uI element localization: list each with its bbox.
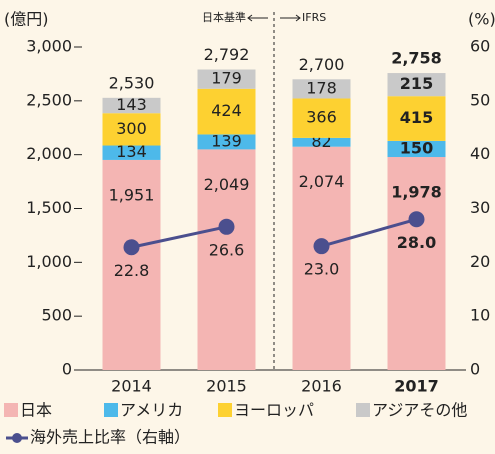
y2-tick-label: 30: [470, 198, 490, 217]
line-point: [218, 218, 235, 235]
y2-tick-label: 50: [470, 90, 490, 109]
bar-segment: [102, 97, 161, 114]
bar-segment: [292, 146, 351, 370]
value-label: 134: [116, 142, 147, 161]
line-value-label: 28.0: [397, 233, 436, 252]
y2-tick-label: 60: [470, 37, 490, 56]
value-label: 2,074: [299, 172, 345, 191]
legend-swatch: [4, 403, 18, 417]
arrow: [280, 14, 301, 22]
legend-label: ヨーロッパ: [234, 401, 314, 420]
y2-tick-label: 0: [470, 360, 480, 379]
total-label: 2,530: [109, 73, 155, 92]
y2-tick-label: 20: [470, 252, 490, 271]
x-tick-label: 2016: [301, 377, 342, 396]
y-tick-label: 1,500: [26, 198, 72, 217]
total-label: 2,792: [204, 45, 250, 64]
divider-left-label: 日本基準: [202, 10, 246, 24]
line-point: [123, 239, 140, 256]
bar-segment: [197, 88, 256, 135]
value-label: 150: [400, 138, 433, 157]
value-label: 1,951: [109, 185, 155, 204]
value-label: 2,049: [204, 175, 250, 194]
line-value-label: 23.0: [304, 260, 340, 279]
bar-segment: [292, 137, 351, 147]
bar-segment: [387, 73, 446, 97]
legend-swatch: [218, 403, 232, 417]
y-tick-label: 2,000: [26, 144, 72, 163]
bar-segment: [292, 79, 351, 99]
line-point: [313, 238, 330, 255]
legend-label: アジアその他: [372, 401, 467, 420]
legend-label: 日本: [20, 401, 52, 420]
value-label: 424: [211, 101, 242, 120]
value-label: 415: [400, 108, 433, 127]
total-label: 2,758: [391, 49, 442, 68]
value-label: 178: [306, 78, 337, 97]
bar-segment: [197, 149, 256, 370]
value-label: 215: [400, 74, 433, 93]
value-label: 143: [116, 95, 147, 114]
line-segment: [321, 217, 417, 248]
x-tick-label: 2017: [394, 377, 439, 396]
value-label: 139: [211, 131, 242, 150]
y-tick-label: 0: [62, 360, 72, 379]
value-label: 366: [306, 108, 337, 127]
value-label: 179: [211, 69, 242, 88]
y2-tick-label: 10: [470, 306, 490, 325]
y-tick-label: 1,000: [26, 252, 72, 271]
value-label: 300: [116, 119, 147, 138]
legend-label: 海外売上比率（右軸）: [30, 428, 190, 447]
bar-segment: [102, 113, 161, 146]
legend-swatch: [356, 403, 370, 417]
legend-label: アメリカ: [120, 401, 183, 420]
arrow: [247, 14, 268, 22]
divider-right-label: IFRS: [302, 11, 326, 24]
bar-segment: [102, 145, 161, 160]
bar-segment: [387, 157, 446, 370]
legend-marker: [12, 433, 22, 443]
bar-segment: [292, 98, 351, 138]
value-label: 1,978: [391, 183, 442, 202]
y-tick-label: 500: [41, 306, 72, 325]
bar-segment: [197, 69, 256, 89]
total-label: 2,700: [299, 55, 345, 74]
line-point: [408, 211, 425, 228]
bar-segment: [197, 134, 256, 150]
x-tick-label: 2015: [206, 377, 247, 396]
y2-axis-label: (%): [468, 10, 495, 29]
legend-swatch: [104, 403, 118, 417]
y2-tick-label: 40: [470, 144, 490, 163]
x-tick-label: 2014: [111, 377, 152, 396]
bar-segment: [387, 140, 446, 158]
y-tick-label: 2,500: [26, 90, 72, 109]
bar-segment: [102, 159, 161, 370]
y-axis-label: (億円): [4, 10, 49, 29]
y-tick-label: 3,000: [26, 37, 72, 56]
bar-segment: [387, 96, 446, 141]
line-value-label: 22.8: [114, 261, 150, 280]
line-segment: [131, 225, 227, 249]
line-value-label: 26.6: [209, 240, 245, 259]
